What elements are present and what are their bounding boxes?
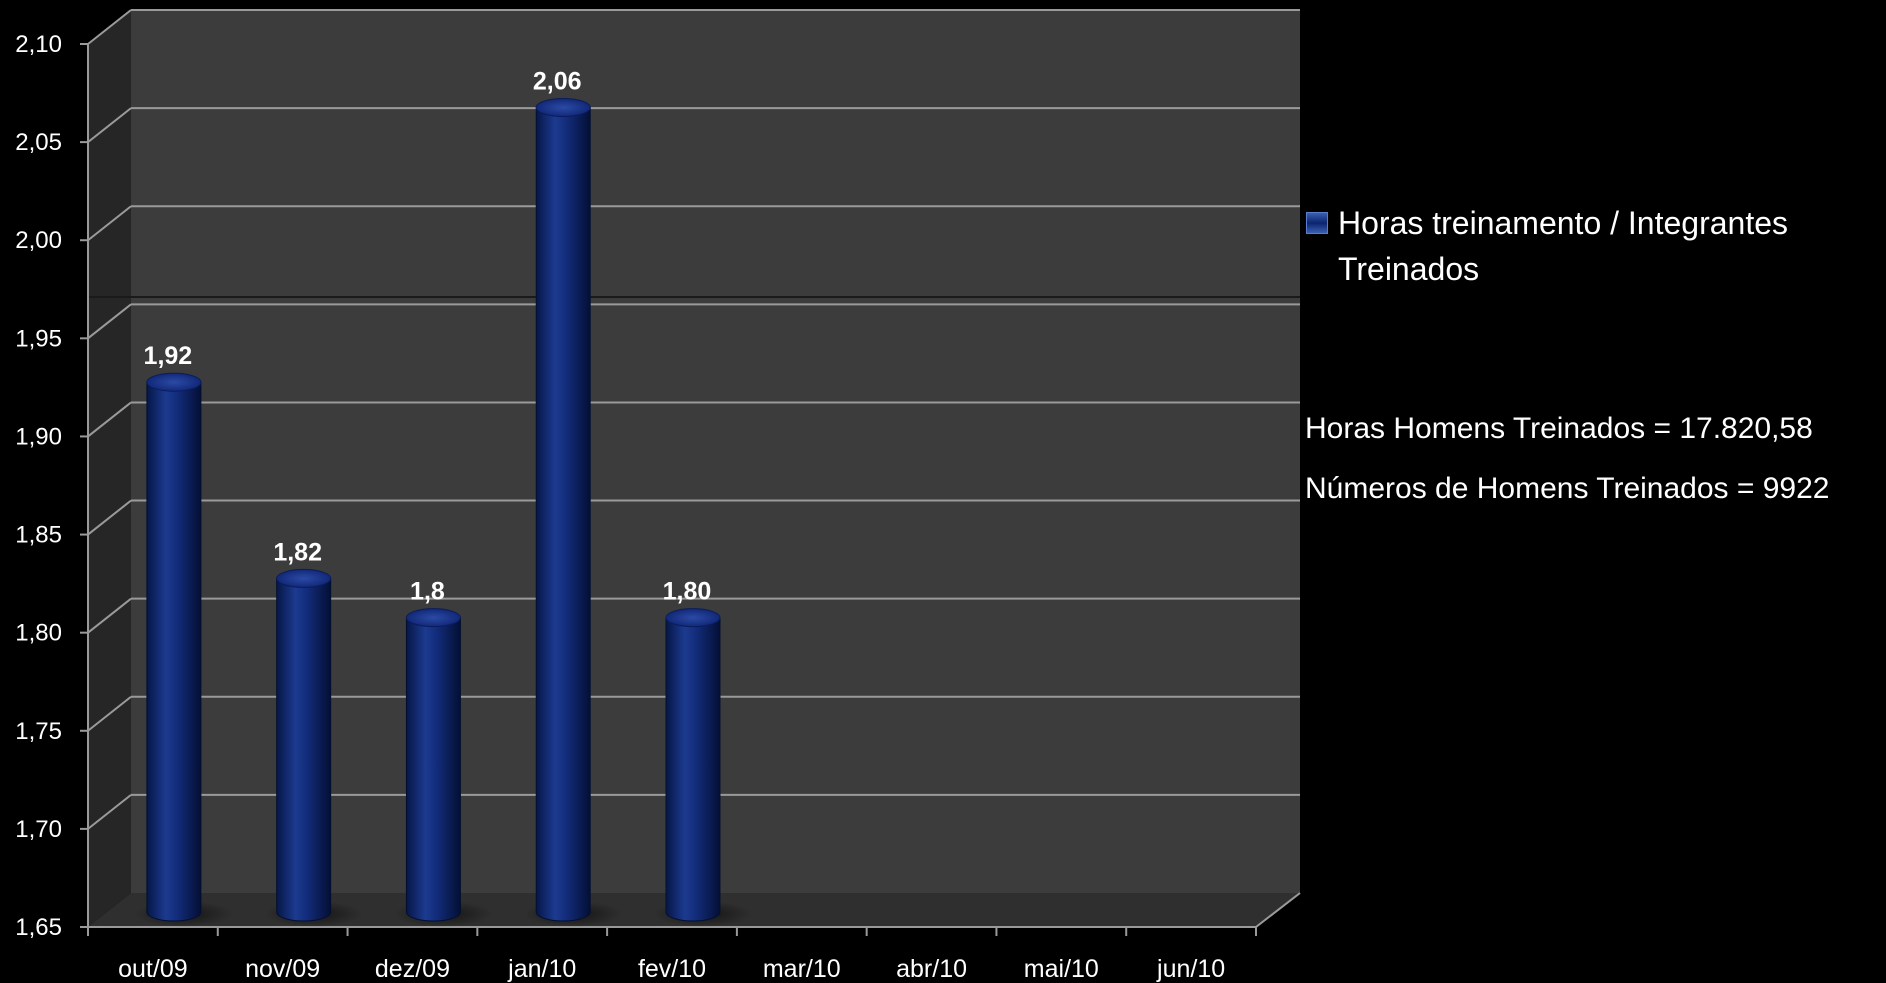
y-tick-label: 1,80	[15, 620, 62, 647]
x-axis-depth-line	[1255, 892, 1301, 928]
data-label: 1,8	[410, 578, 445, 606]
x-tick-label: mai/10	[1024, 955, 1099, 983]
bars	[134, 97, 752, 927]
gridline-side	[87, 9, 132, 45]
y-axis-tick-labels: 1,65 1,70 1,75 1,80 1,85 1,90 1,95 2,00 2,05 2,10	[15, 31, 62, 941]
bar	[665, 617, 721, 922]
data-label: 2,06	[533, 67, 582, 95]
y-tick-label: 1,70	[15, 816, 62, 843]
gridline-side	[87, 107, 132, 143]
gridline-side	[87, 401, 132, 438]
y-tick-label: 2,10	[15, 31, 62, 58]
x-tick-label: fev/10	[638, 955, 706, 983]
x-tick-label: dez/09	[375, 955, 450, 983]
numeros-homens-treinados-note: Números de Homens Treinados = 9922	[1305, 472, 1830, 505]
gridline-side	[87, 794, 132, 830]
x-tick-label: jan/10	[507, 955, 576, 983]
legend: Horas treinamento / Integrantes Treinado…	[1306, 200, 1866, 292]
bar-top	[665, 608, 721, 628]
y-tick-label: 1,75	[15, 718, 62, 745]
data-labels: 1,92 1,82 1,8 2,06 1,80	[144, 67, 712, 605]
bar	[276, 577, 332, 922]
bar-top	[405, 608, 461, 628]
axes	[80, 43, 1301, 936]
gridline-side	[87, 499, 132, 536]
bar-top	[535, 97, 591, 117]
y-tick-label: 2,05	[15, 129, 62, 156]
data-label: 1,80	[663, 578, 712, 606]
side-wall	[88, 10, 131, 927]
bar-top	[276, 568, 332, 588]
gridline-side	[87, 303, 132, 340]
y-tick-label: 1,65	[15, 914, 62, 941]
x-axis-tick-labels: out/09 nov/09 dez/09 jan/10 fev/10 mar/10 abr/…	[118, 955, 1225, 983]
x-tick-label: mar/10	[763, 955, 841, 983]
y-tick-label: 2,00	[15, 227, 62, 254]
y-tick-label: 1,90	[15, 423, 62, 450]
legend-label: Horas treinamento / Integrantes Treinado…	[1338, 205, 1789, 287]
y-tick-label: 1,85	[15, 522, 62, 549]
data-label: 1,82	[273, 538, 322, 566]
data-label: 1,92	[144, 342, 193, 370]
gridline-side	[87, 597, 132, 634]
bar	[146, 381, 202, 922]
legend-swatch	[1306, 212, 1328, 234]
x-tick-label: abr/10	[896, 955, 967, 983]
x-tick-label: nov/09	[245, 955, 320, 983]
bar	[405, 617, 461, 922]
horas-homens-treinados-note: Horas Homens Treinados = 17.820,58	[1305, 412, 1813, 445]
gridline-side	[87, 205, 132, 242]
x-tick-label: jun/10	[1156, 955, 1225, 983]
y-tick-label: 1,95	[15, 325, 62, 352]
bar	[535, 106, 591, 922]
x-tick-label: out/09	[118, 955, 188, 983]
bar-top	[146, 372, 202, 392]
gridline-side	[87, 695, 132, 732]
